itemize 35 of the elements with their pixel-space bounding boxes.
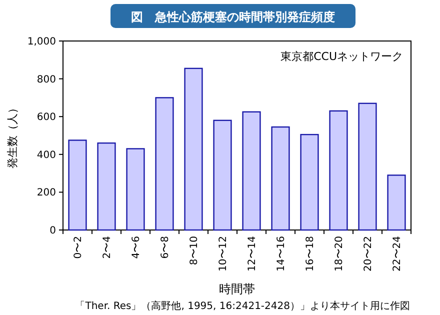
bar (271, 126, 290, 231)
x-tick-label: 0〜2 (73, 236, 84, 259)
y-axis-title: 発生数（人） (6, 102, 19, 168)
x-axis-title: 時間帯 (219, 282, 255, 296)
x-tick-label: 22〜24 (392, 236, 403, 272)
x-tick-label: 14〜16 (276, 236, 287, 272)
text: 「Ther. Res」（高野他, 1995, 16:2421-2428）」より本サイト用に作図 (75, 300, 410, 312)
x-tick-label: 12〜14 (247, 236, 258, 272)
bar (97, 142, 116, 231)
bar (329, 110, 348, 231)
y-tick-label: 800 (36, 74, 56, 86)
x-tick-label: 16〜18 (305, 236, 316, 272)
x-tick-label: 10〜12 (218, 236, 229, 272)
y-tick-label: 200 (36, 188, 56, 199)
x-tick-label: 20〜22 (363, 236, 374, 272)
bar (387, 174, 406, 231)
bar (184, 68, 203, 231)
x-tick-label: 8〜10 (189, 236, 200, 266)
x-tick-label: 2〜4 (102, 236, 113, 259)
x-tick-label: 18〜20 (334, 236, 345, 272)
bar (213, 120, 232, 231)
bar (242, 111, 261, 231)
x-tick-label: 4〜6 (131, 236, 142, 259)
bar (358, 102, 377, 231)
y-tick-label: 400 (36, 150, 56, 161)
y-tick-label: 600 (36, 112, 56, 124)
x-tick-label: 6〜8 (160, 236, 171, 259)
y-tick-label: 0 (50, 226, 56, 236)
bar (300, 134, 319, 231)
chart-title: 図 急性心筋梗塞の時間帯別発症頻度 (131, 10, 335, 24)
bar (68, 140, 87, 231)
bar (126, 148, 145, 231)
bar (155, 97, 174, 231)
annotation: 東京都CCUネットワーク (280, 50, 403, 63)
y-tick-label: 1,000 (27, 36, 56, 48)
